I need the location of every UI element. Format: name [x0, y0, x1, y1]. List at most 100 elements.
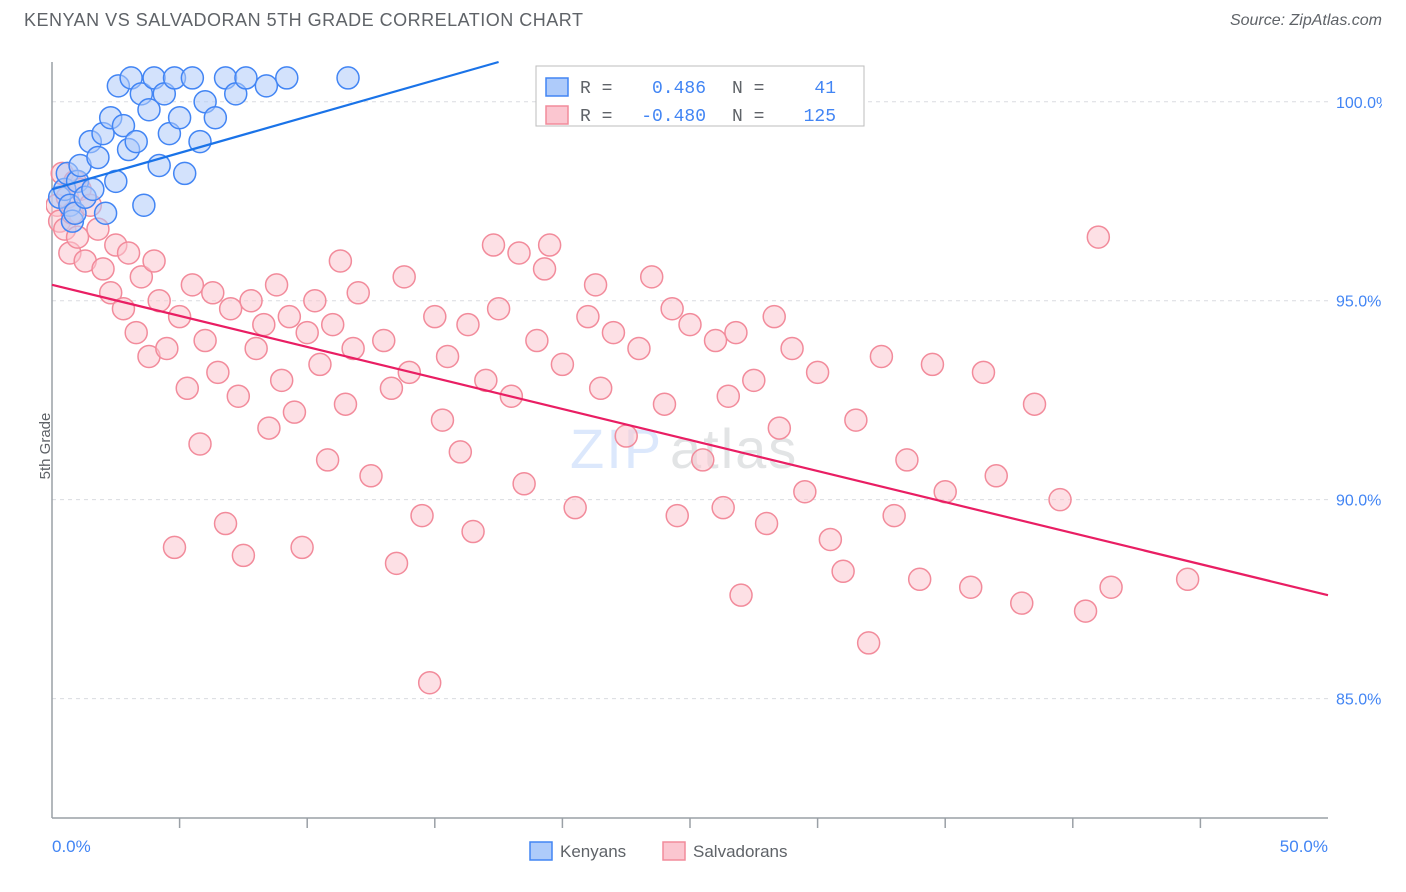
- data-point: [181, 67, 203, 89]
- data-point: [717, 385, 739, 407]
- data-point: [679, 314, 701, 336]
- data-point: [169, 107, 191, 129]
- data-point: [585, 274, 607, 296]
- data-point: [133, 194, 155, 216]
- legend-r-label: R =: [580, 79, 612, 99]
- data-point: [615, 425, 637, 447]
- data-point: [712, 497, 734, 519]
- data-point: [227, 385, 249, 407]
- plot-area: 100.0%95.0%90.0%85.0%0.0%50.0%ZIPatlasR …: [46, 48, 1382, 836]
- watermark: ZIP: [570, 417, 663, 480]
- data-point: [143, 250, 165, 272]
- data-point: [819, 528, 841, 550]
- data-point: [181, 274, 203, 296]
- data-point: [457, 314, 479, 336]
- data-point: [482, 234, 504, 256]
- data-point: [189, 433, 211, 455]
- data-point: [215, 513, 237, 535]
- data-point: [551, 353, 573, 375]
- data-point: [692, 449, 714, 471]
- data-point: [641, 266, 663, 288]
- data-point: [329, 250, 351, 272]
- data-point: [590, 377, 612, 399]
- data-point: [92, 258, 114, 280]
- data-point: [322, 314, 344, 336]
- data-point: [661, 298, 683, 320]
- legend-swatch: [546, 106, 568, 124]
- data-point: [347, 282, 369, 304]
- data-point: [424, 306, 446, 328]
- legend-swatch: [663, 842, 685, 860]
- data-point: [832, 560, 854, 582]
- y-tick-label: 90.0%: [1336, 493, 1381, 510]
- data-point: [1177, 568, 1199, 590]
- data-point: [235, 67, 257, 89]
- data-point: [1075, 600, 1097, 622]
- data-point: [488, 298, 510, 320]
- source-label: Source: ZipAtlas.com: [1230, 12, 1382, 30]
- data-point: [245, 337, 267, 359]
- data-point: [909, 568, 931, 590]
- data-point: [666, 505, 688, 527]
- data-point: [602, 322, 624, 344]
- data-point: [125, 322, 147, 344]
- legend-n-label: N =: [732, 107, 764, 127]
- data-point: [276, 67, 298, 89]
- legend-swatch: [530, 842, 552, 860]
- data-point: [807, 361, 829, 383]
- data-point: [232, 544, 254, 566]
- data-point: [781, 337, 803, 359]
- data-point: [204, 107, 226, 129]
- data-point: [449, 441, 471, 463]
- data-point: [743, 369, 765, 391]
- chart-title: KENYAN VS SALVADORAN 5TH GRADE CORRELATI…: [24, 10, 583, 31]
- data-point: [156, 337, 178, 359]
- data-point: [360, 465, 382, 487]
- data-point: [240, 290, 262, 312]
- x-tick-label: 50.0%: [1280, 837, 1328, 856]
- data-point: [393, 266, 415, 288]
- data-point: [309, 353, 331, 375]
- legend-r-label: R =: [580, 107, 612, 127]
- data-point: [163, 536, 185, 558]
- data-point: [1011, 592, 1033, 614]
- data-point: [513, 473, 535, 495]
- y-tick-label: 100.0%: [1336, 95, 1382, 112]
- data-point: [291, 536, 313, 558]
- data-point: [526, 330, 548, 352]
- legend-series-label: Salvadorans: [693, 842, 788, 861]
- scatter-chart: 100.0%95.0%90.0%85.0%0.0%50.0%ZIPatlasR …: [46, 48, 1382, 888]
- data-point: [972, 361, 994, 383]
- data-point: [794, 481, 816, 503]
- data-point: [768, 417, 790, 439]
- data-point: [337, 67, 359, 89]
- data-point: [730, 584, 752, 606]
- data-point: [296, 322, 318, 344]
- data-point: [386, 552, 408, 574]
- data-point: [960, 576, 982, 598]
- legend-n-label: N =: [732, 79, 764, 99]
- data-point: [534, 258, 556, 280]
- data-point: [253, 314, 275, 336]
- legend-r-value: -0.480: [641, 107, 706, 127]
- data-point: [271, 369, 293, 391]
- data-point: [431, 409, 453, 431]
- y-tick-label: 95.0%: [1336, 294, 1381, 311]
- legend-swatch: [546, 78, 568, 96]
- data-point: [539, 234, 561, 256]
- data-point: [1100, 576, 1122, 598]
- data-point: [278, 306, 300, 328]
- y-tick-label: 85.0%: [1336, 692, 1381, 709]
- data-point: [419, 672, 441, 694]
- chart-header: KENYAN VS SALVADORAN 5TH GRADE CORRELATI…: [0, 0, 1406, 35]
- data-point: [283, 401, 305, 423]
- data-point: [304, 290, 326, 312]
- data-point: [255, 75, 277, 97]
- data-point: [174, 162, 196, 184]
- data-point: [373, 330, 395, 352]
- data-point: [628, 337, 650, 359]
- data-point: [194, 330, 216, 352]
- data-point: [653, 393, 675, 415]
- data-point: [1024, 393, 1046, 415]
- data-point: [725, 322, 747, 344]
